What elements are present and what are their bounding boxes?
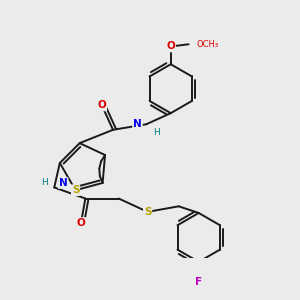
Text: O: O [98,100,106,110]
Text: F: F [195,277,202,287]
Text: N: N [59,178,68,188]
Text: S: S [144,207,151,217]
Text: S: S [72,185,79,195]
Text: H: H [41,178,48,188]
Text: N: N [133,119,142,129]
Text: O: O [76,218,85,228]
Text: OCH₃: OCH₃ [196,40,218,49]
Text: O: O [167,41,175,52]
Text: H: H [153,128,160,136]
